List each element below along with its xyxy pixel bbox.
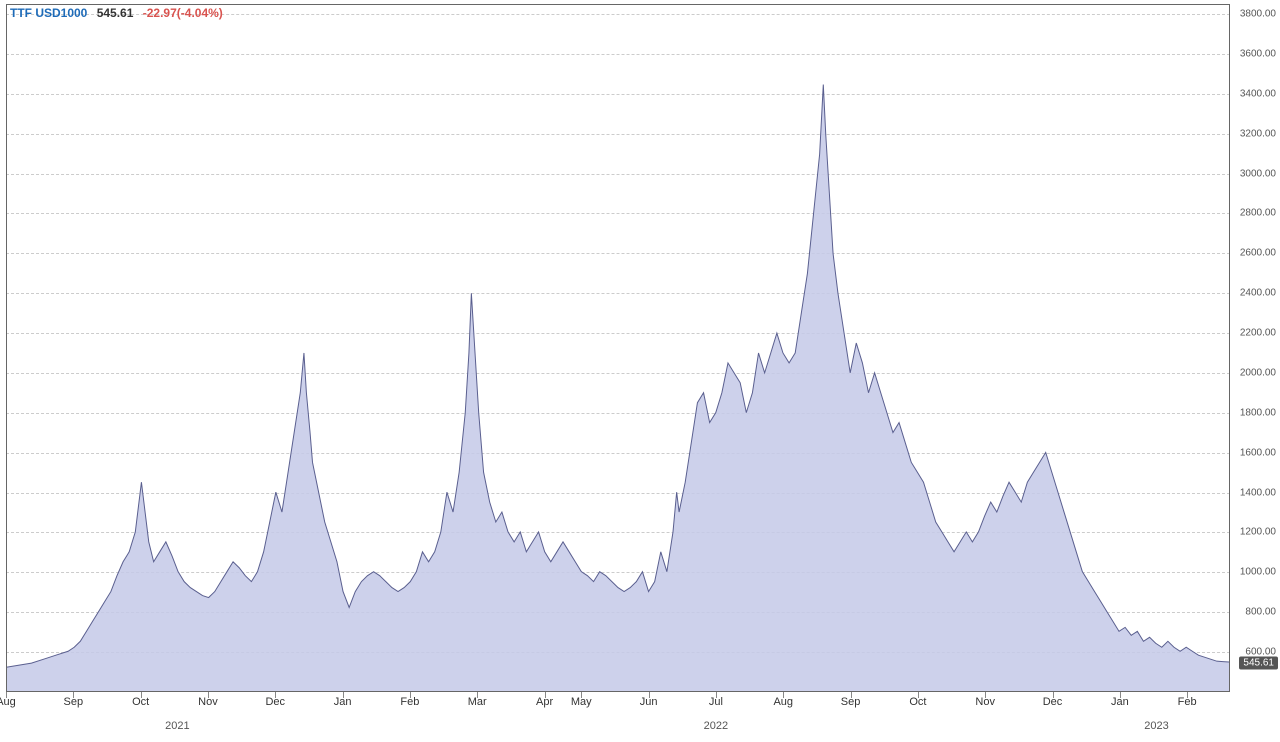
x-tick-month-label: Jan [334, 696, 352, 708]
current-value-text: 545.61 [1243, 657, 1274, 668]
y-tick-label: 1200.00 [1240, 527, 1276, 538]
y-tick-label: 2800.00 [1240, 208, 1276, 219]
y-tick-label: 1800.00 [1240, 407, 1276, 418]
x-tick-month-label: Oct [132, 696, 149, 708]
y-tick-label: 2400.00 [1240, 288, 1276, 299]
x-tick-month-label: Nov [198, 696, 218, 708]
x-tick-month-label: Dec [1043, 696, 1063, 708]
x-axis: AugSepOctNovDecJanFebMarAprMayJunJulAugS… [6, 692, 1230, 742]
plot-area[interactable] [6, 4, 1230, 692]
area-chart-svg [7, 5, 1229, 691]
x-tick-month-label: Sep [64, 696, 84, 708]
y-tick-label: 2200.00 [1240, 328, 1276, 339]
y-tick-label: 3800.00 [1240, 8, 1276, 19]
x-tick-month-label: Feb [400, 696, 419, 708]
y-tick-label: 1600.00 [1240, 447, 1276, 458]
y-tick-label: 3400.00 [1240, 88, 1276, 99]
y-tick-label: 800.00 [1245, 607, 1276, 618]
y-tick-label: 2600.00 [1240, 248, 1276, 259]
x-tick-month-label: Dec [265, 696, 285, 708]
chart-header: TTF USD1000 545.61 -22.97(-4.04%) [10, 6, 229, 20]
x-tick-month-label: Apr [536, 696, 553, 708]
change-label: -22.97(-4.04%) [143, 6, 223, 20]
x-tick-year-label: 2021 [165, 720, 189, 732]
x-tick-month-label: Oct [909, 696, 926, 708]
x-tick-year-label: 2023 [1144, 720, 1168, 732]
x-tick-month-label: Aug [0, 696, 16, 708]
y-tick-label: 3200.00 [1240, 128, 1276, 139]
x-tick-month-label: Feb [1178, 696, 1197, 708]
x-tick-month-label: Sep [841, 696, 861, 708]
symbol-label: TTF USD1000 [10, 6, 87, 20]
x-tick-year-label: 2022 [704, 720, 728, 732]
x-tick-month-label: Jul [709, 696, 723, 708]
x-tick-month-label: Nov [975, 696, 995, 708]
y-tick-label: 2000.00 [1240, 367, 1276, 378]
y-tick-label: 1400.00 [1240, 487, 1276, 498]
x-tick-month-label: Mar [468, 696, 487, 708]
y-tick-label: 3600.00 [1240, 48, 1276, 59]
y-axis: 600.00800.001000.001200.001400.001600.00… [1230, 4, 1280, 692]
price-label: 545.61 [97, 6, 134, 20]
y-tick-label: 1000.00 [1240, 567, 1276, 578]
area-fill [7, 85, 1229, 691]
x-tick-month-label: May [571, 696, 592, 708]
x-tick-month-label: Aug [773, 696, 793, 708]
x-tick-month-label: Jun [640, 696, 658, 708]
y-tick-label: 3000.00 [1240, 168, 1276, 179]
x-tick-month-label: Jan [1111, 696, 1129, 708]
chart-container: TTF USD1000 545.61 -22.97(-4.04%) 600.00… [0, 0, 1280, 742]
current-value-badge: 545.61 [1239, 656, 1278, 669]
